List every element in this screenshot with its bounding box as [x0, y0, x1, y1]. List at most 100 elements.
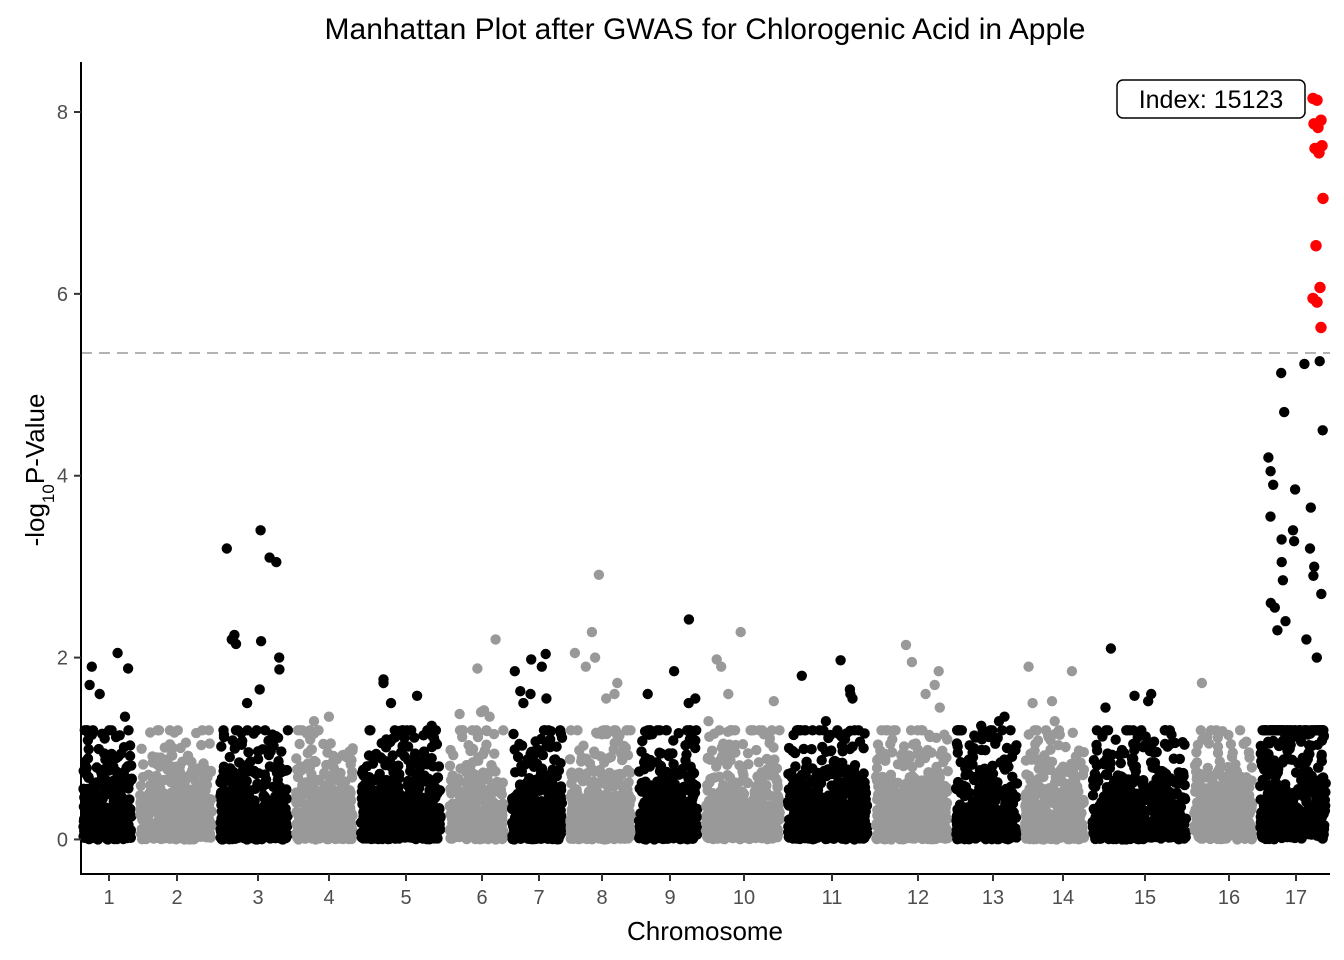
snp-point [82, 735, 94, 746]
snp-point [100, 754, 111, 765]
snp-point [711, 761, 722, 772]
snp-point [513, 751, 524, 763]
snp-point [904, 772, 915, 783]
snp-point [766, 725, 777, 736]
snp-point [433, 761, 445, 772]
snp-point [238, 768, 249, 780]
snp-point [93, 743, 105, 755]
snp-point [874, 833, 886, 844]
snp-point [937, 745, 948, 756]
snp-peak-point [426, 720, 437, 731]
snp-point [931, 761, 942, 773]
snp-peak-point [933, 666, 944, 677]
snp-point [145, 727, 156, 738]
snp-point [652, 776, 663, 787]
snp-point [901, 832, 913, 844]
snp-point [885, 804, 896, 815]
snp-point [91, 777, 102, 788]
snp-point [232, 725, 243, 736]
snp-point [319, 816, 330, 828]
snp-peak-point [900, 639, 912, 651]
snp-point [107, 822, 118, 833]
snp-point [435, 811, 446, 822]
snp-point [645, 754, 656, 766]
snp-point [853, 725, 864, 736]
snp-point [216, 773, 228, 784]
snp-point [612, 734, 624, 745]
snp-point [753, 757, 765, 768]
snp-peak-point [86, 661, 98, 672]
snp-point [498, 725, 509, 736]
snp-point [750, 827, 761, 839]
snp-point [676, 768, 687, 779]
snp-peak-point [411, 690, 423, 701]
snp-point [109, 784, 121, 795]
snp-peak-point [472, 663, 483, 674]
snp-point [854, 736, 866, 747]
snp-peak-point [186, 766, 198, 777]
snp-point [603, 821, 615, 832]
snp-point [270, 731, 282, 742]
snp-point [204, 794, 216, 805]
snp-point [894, 791, 905, 802]
snp-peak-point [230, 638, 242, 650]
snp-point [771, 763, 783, 774]
snp-point [418, 826, 430, 837]
snp-point [771, 795, 782, 807]
snp-point [625, 767, 636, 778]
snp-point [432, 833, 443, 844]
snp-peak-point [385, 697, 397, 709]
snp-point [251, 725, 262, 736]
snp-point [545, 734, 556, 745]
snp-point [647, 826, 658, 837]
snp-point [374, 784, 385, 795]
snp-point [216, 799, 227, 811]
snp-point [787, 780, 798, 791]
snp-point [720, 827, 731, 839]
snp-point [784, 825, 795, 837]
snp-point [872, 804, 883, 816]
snp-point [423, 773, 434, 784]
snp-point [253, 768, 264, 779]
snp-point [260, 774, 272, 785]
snp-point [108, 811, 120, 822]
snp-peak-point [274, 664, 285, 675]
snp-point [81, 830, 92, 841]
snp-point [714, 793, 725, 804]
snp-point [367, 793, 378, 804]
snp-peak-point [609, 688, 620, 700]
snp-point [200, 808, 212, 820]
snp-point [185, 784, 196, 795]
snp-point [89, 826, 101, 838]
snp-point [815, 778, 827, 789]
snp-point [810, 802, 821, 813]
snp-point [821, 799, 832, 811]
chromosome-13-points [951, 711, 1023, 845]
snp-point [514, 738, 525, 750]
snp-point [345, 759, 356, 770]
snp-point [818, 765, 830, 777]
snp-peak-point [515, 686, 526, 697]
snp-point [110, 731, 122, 743]
snp-point [620, 742, 631, 753]
snp-point [291, 753, 302, 764]
snp-point [674, 817, 685, 828]
snp-point [935, 792, 946, 804]
snp-point [376, 824, 388, 835]
chart-title: Manhattan Plot after GWAS for Chlorogeni… [325, 13, 1086, 46]
snp-point [836, 761, 847, 772]
snp-peak-point [789, 747, 801, 759]
snp-point [295, 785, 307, 796]
snp-point [615, 794, 627, 806]
y-axis-title: -log10P-Value [20, 394, 58, 547]
snp-point [508, 830, 519, 841]
snp-point [154, 813, 166, 825]
snp-peak-point [122, 663, 134, 674]
snp-point [430, 774, 442, 785]
snp-point [760, 789, 771, 800]
snp-point [423, 814, 434, 825]
snp-point [447, 798, 458, 809]
chromosome-12-points [870, 639, 953, 845]
snp-point [179, 777, 190, 788]
snp-peak-point [593, 569, 605, 580]
